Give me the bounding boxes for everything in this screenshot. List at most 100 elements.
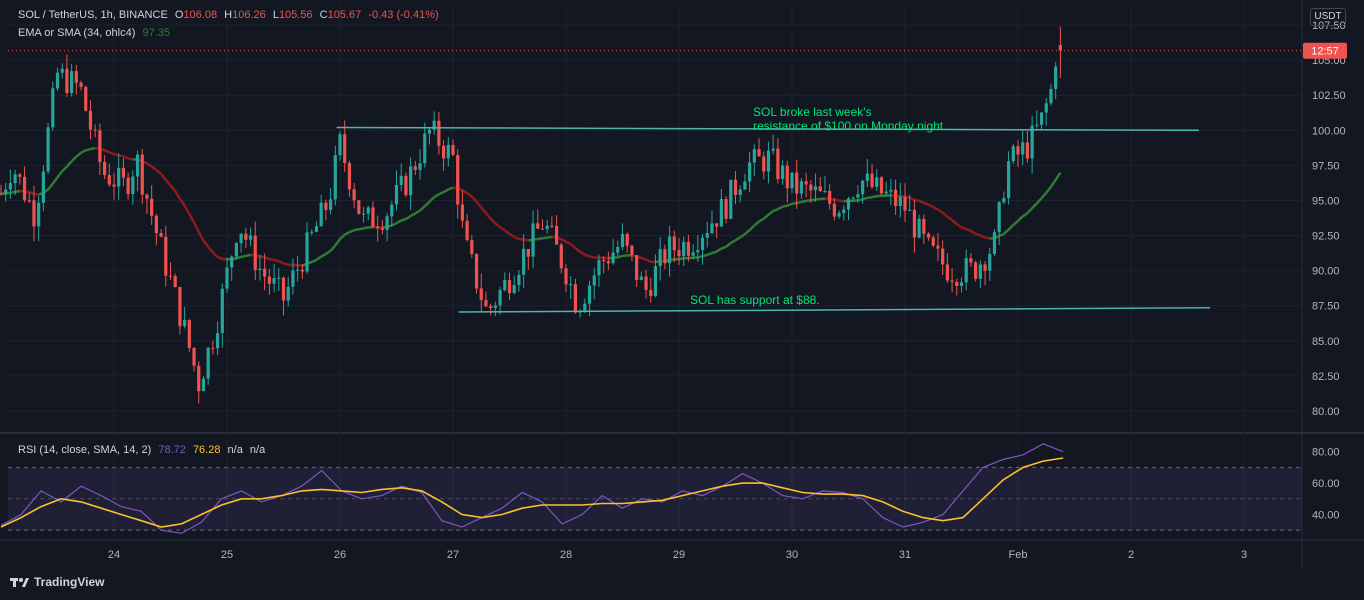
candle bbox=[164, 225, 168, 287]
candle-body bbox=[376, 226, 380, 229]
candle-body bbox=[164, 236, 168, 276]
candle bbox=[197, 361, 201, 404]
ema-line-segment bbox=[113, 153, 119, 157]
candle-body bbox=[112, 184, 116, 187]
symbol-label[interactable]: SOL / TetherUS, 1h, BINANCE bbox=[18, 9, 168, 21]
candle-body bbox=[545, 225, 549, 229]
ema-line-segment bbox=[174, 190, 181, 200]
ema-line-segment bbox=[791, 201, 797, 205]
candle-body bbox=[715, 223, 719, 227]
candle bbox=[263, 253, 267, 291]
candle-body bbox=[507, 279, 512, 294]
ema-line-segment bbox=[188, 213, 196, 224]
candle-body bbox=[418, 163, 422, 170]
candle-body bbox=[1016, 146, 1020, 155]
candle bbox=[512, 275, 516, 295]
ema-line-segment bbox=[447, 186, 454, 191]
candle-body bbox=[879, 177, 884, 194]
candle bbox=[376, 215, 380, 242]
candle-body bbox=[159, 232, 163, 237]
ema-line-segment bbox=[320, 252, 327, 258]
candle-body bbox=[945, 264, 949, 281]
candle bbox=[423, 122, 427, 168]
currency-button[interactable]: USDT bbox=[1310, 8, 1346, 26]
candle bbox=[70, 63, 74, 97]
last-price-badge bbox=[1303, 42, 1347, 59]
last-price-badge-text: 12:57 bbox=[1311, 46, 1339, 58]
candle bbox=[602, 256, 606, 274]
ema-line-segment bbox=[358, 227, 364, 231]
candle bbox=[1021, 130, 1025, 166]
candle-body bbox=[658, 249, 662, 267]
candle-body bbox=[738, 189, 742, 195]
ema-line-segment bbox=[589, 255, 595, 259]
ema-line-segment bbox=[786, 202, 793, 207]
candle bbox=[507, 272, 512, 301]
candle bbox=[352, 183, 356, 209]
candle bbox=[107, 163, 111, 187]
tradingview-logo[interactable]: TradingView bbox=[10, 575, 104, 589]
candle bbox=[846, 196, 851, 221]
candle-body bbox=[503, 279, 507, 291]
candle bbox=[206, 346, 210, 385]
candle bbox=[776, 138, 780, 184]
candle bbox=[493, 301, 497, 317]
rsi-legend[interactable]: RSI (14, close, SMA, 14, 2) 78.72 76.28 … bbox=[18, 444, 269, 456]
candle-body bbox=[1030, 125, 1034, 159]
candle bbox=[522, 234, 526, 289]
candle bbox=[898, 182, 902, 218]
candle-body bbox=[432, 120, 436, 130]
candle-body bbox=[813, 186, 818, 191]
rsi-tick-label: 60.00 bbox=[1312, 478, 1340, 490]
candle bbox=[347, 160, 352, 197]
candle-body bbox=[131, 176, 135, 195]
candle bbox=[253, 221, 257, 281]
candle bbox=[215, 321, 220, 356]
candle-body bbox=[451, 145, 455, 155]
ema-line-segment bbox=[970, 229, 977, 235]
ema-line-segment bbox=[65, 160, 73, 168]
ema-line-segment bbox=[984, 236, 990, 240]
time-tick-label: 25 bbox=[221, 549, 233, 561]
candle bbox=[1006, 151, 1011, 205]
candle bbox=[409, 157, 413, 211]
rsi-label: RSI (14, close, SMA, 14, 2) bbox=[18, 444, 152, 456]
candle bbox=[752, 144, 756, 177]
candle bbox=[470, 234, 474, 258]
ema-line-segment bbox=[207, 245, 214, 254]
candle-body bbox=[88, 110, 93, 130]
candle bbox=[729, 179, 733, 220]
candle-body bbox=[74, 71, 78, 83]
candle-body bbox=[394, 185, 399, 205]
ema-line-segment bbox=[10, 190, 16, 195]
ema-line-segment bbox=[475, 201, 483, 209]
rsi-sma-value: 76.28 bbox=[192, 444, 221, 456]
candle bbox=[366, 205, 370, 221]
candle-body bbox=[644, 276, 648, 291]
ema-line-segment bbox=[645, 258, 652, 263]
candle-body bbox=[592, 275, 596, 286]
ema-line-segment bbox=[51, 176, 59, 185]
candle-body bbox=[474, 253, 479, 289]
candle bbox=[912, 200, 917, 253]
candle-body bbox=[154, 215, 158, 233]
candle-body bbox=[41, 171, 45, 203]
candle bbox=[828, 184, 832, 210]
candle bbox=[889, 178, 893, 206]
ema-line-segment bbox=[767, 210, 774, 216]
ema-line-segment bbox=[278, 260, 285, 265]
candle bbox=[380, 220, 384, 235]
candle bbox=[630, 244, 634, 262]
ema-line-segment bbox=[433, 193, 440, 199]
rsi-na-1: n/a bbox=[227, 444, 243, 456]
ema-line-segment bbox=[697, 254, 703, 259]
candle bbox=[479, 273, 483, 313]
candle-body bbox=[493, 305, 497, 309]
candle-body bbox=[776, 148, 780, 179]
ema-legend[interactable]: EMA or SMA (34, ohlc4) 97.35 bbox=[18, 27, 174, 39]
candle bbox=[305, 222, 309, 274]
price-tick-label: 82.50 bbox=[1312, 371, 1340, 383]
ema-line-segment bbox=[494, 222, 501, 229]
candle-body bbox=[1035, 124, 1039, 126]
